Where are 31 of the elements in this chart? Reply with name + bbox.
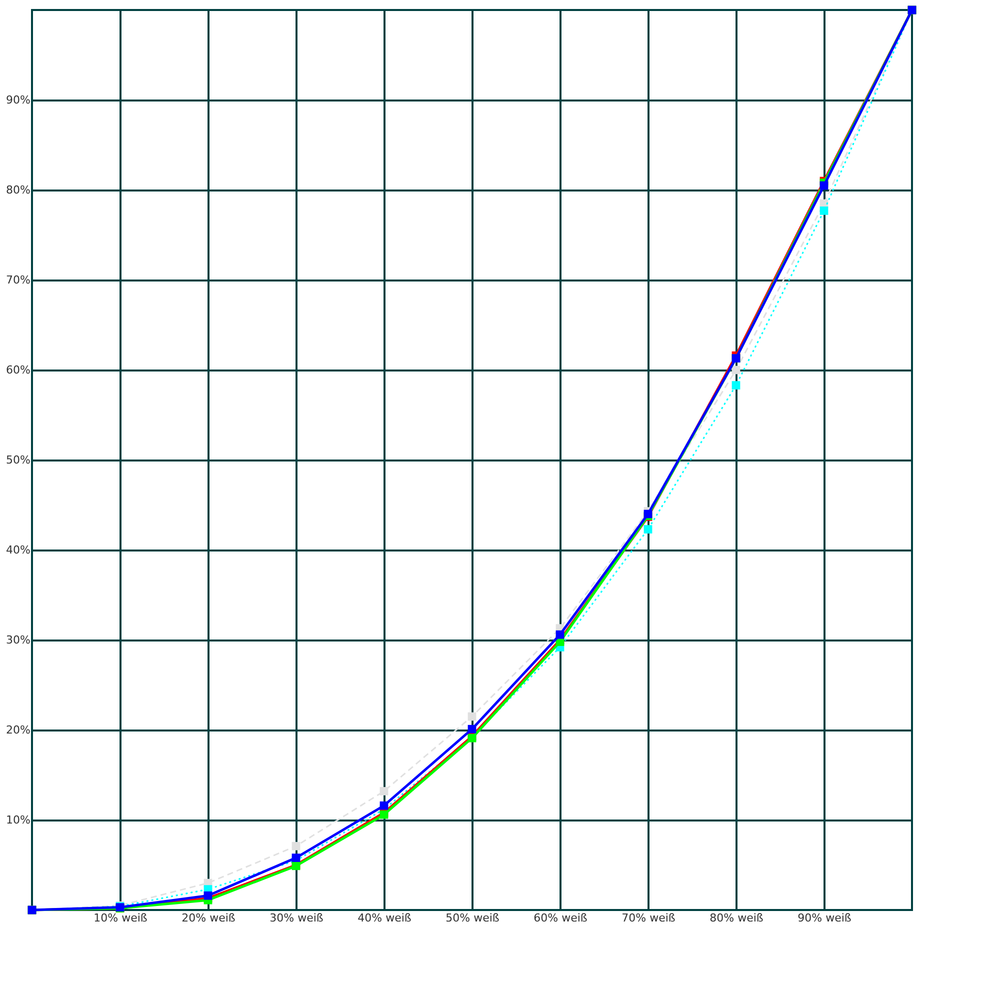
- y-tick-label: 40%: [6, 544, 30, 556]
- y-tick-label: 20%: [6, 724, 30, 736]
- point: [820, 181, 828, 190]
- point: [820, 206, 828, 215]
- x-tick-label: 60% weiß: [534, 912, 588, 924]
- point: [292, 842, 300, 850]
- y-tick-label: 70%: [6, 274, 30, 286]
- point: [204, 891, 212, 900]
- y-tick-label: 10%: [6, 814, 30, 826]
- y-tick-label: 90%: [6, 94, 30, 106]
- x-tick-label: 80% weiß: [710, 912, 764, 924]
- x-tick-label: 20% weiß: [182, 912, 236, 924]
- x-tick-label: 10% weiß: [94, 912, 148, 924]
- y-tick-label: 60%: [6, 364, 30, 376]
- point: [292, 854, 300, 862]
- x-tick-label: 30% weiß: [270, 912, 324, 924]
- point: [468, 724, 476, 734]
- point: [468, 712, 476, 721]
- point: [732, 381, 740, 390]
- x-tick-label: 40% weiß: [358, 912, 412, 924]
- x-tick-label: 50% weiß: [446, 912, 500, 924]
- x-tick-label: 70% weiß: [622, 912, 676, 924]
- y-tick-label: 80%: [6, 184, 30, 196]
- point: [732, 366, 740, 374]
- point: [644, 525, 652, 534]
- point: [380, 787, 388, 796]
- point: [380, 801, 388, 810]
- point: [556, 630, 564, 639]
- x-tick-label: 90% weiß: [798, 912, 852, 924]
- y-tick-label: 30%: [6, 634, 30, 646]
- y-tick-label: 50%: [6, 454, 30, 466]
